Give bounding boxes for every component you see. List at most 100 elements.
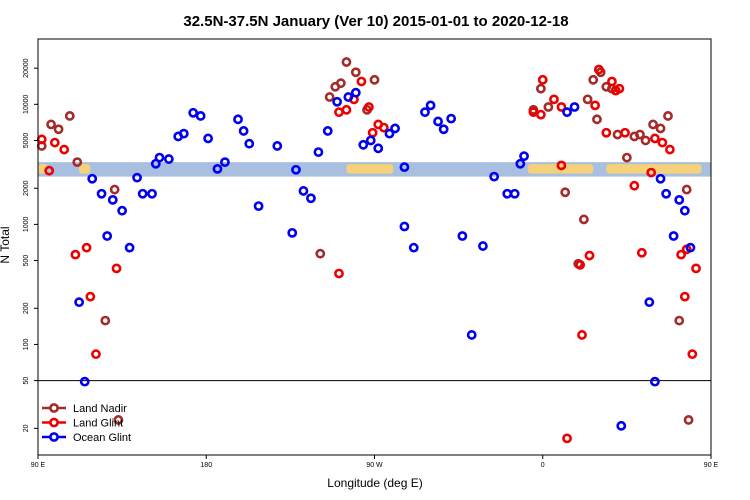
y-tick-label: 20	[23, 424, 30, 432]
ocean-glint-point	[212, 163, 223, 174]
land-glint-point	[629, 180, 640, 191]
ocean-glint-point	[313, 147, 324, 157]
ocean-glint-point	[350, 87, 361, 98]
land-glint-point	[91, 349, 101, 360]
land-glint-point	[676, 249, 686, 260]
ocean-glint-point	[679, 205, 690, 216]
land-nadir-point	[635, 129, 645, 140]
map-strip-land	[79, 164, 91, 174]
ocean-glint-point	[373, 143, 384, 154]
land-glint-point	[590, 100, 600, 111]
land-nadir-point	[113, 415, 124, 425]
legend-label-ocean-glint: Ocean Glint	[73, 432, 131, 444]
x-tick-label: 90 W	[366, 462, 383, 469]
x-tick-label: 180	[200, 462, 212, 469]
legend-label-land-nadir: Land Nadir	[73, 403, 127, 415]
ocean-glint-point	[332, 96, 343, 107]
land-nadir-point	[350, 67, 361, 78]
ocean-glint-point	[515, 158, 526, 169]
ocean-glint-point	[420, 107, 430, 118]
land-glint-point	[601, 127, 612, 138]
land-glint-point	[636, 247, 647, 258]
ocean-glint-point	[358, 139, 369, 150]
map-strip	[38, 162, 711, 177]
land-nadir-point	[621, 152, 632, 163]
ocean-glint-point	[446, 113, 457, 124]
ocean-glint-point	[188, 107, 199, 118]
ocean-glint-point	[438, 124, 449, 135]
ocean-glint-point	[489, 171, 500, 182]
ocean-glint-point	[298, 186, 309, 196]
ocean-glint-point	[137, 188, 148, 199]
land-nadir-point	[588, 74, 599, 85]
land-glint-point	[614, 83, 625, 94]
ocean-glint-point	[195, 111, 206, 121]
legend-marker-land-nadir	[49, 403, 59, 413]
ocean-glint-point	[390, 123, 400, 134]
land-glint-point	[44, 165, 55, 176]
land-glint-point	[59, 144, 70, 155]
land-glint-point	[646, 167, 657, 178]
ocean-glint-point	[107, 194, 118, 205]
land-glint-point	[593, 64, 604, 75]
land-nadir-point	[674, 315, 685, 326]
land-nadir-point	[683, 415, 694, 425]
ocean-glint-point	[203, 133, 214, 144]
ocean-glint-point	[399, 162, 410, 172]
ocean-glint-point	[519, 151, 529, 162]
ocean-glint-point	[668, 231, 679, 241]
ocean-glint-point	[272, 141, 283, 151]
y-tick-label: 100	[23, 339, 30, 351]
land-nadir-point	[315, 248, 326, 259]
ocean-glint-point	[569, 102, 580, 112]
ocean-glint-point	[644, 297, 655, 308]
ocean-glint-point	[287, 227, 298, 238]
ocean-glint-point	[87, 173, 98, 184]
land-nadir-point	[681, 184, 692, 195]
ocean-glint-point	[655, 173, 666, 184]
land-nadir-point	[72, 157, 83, 168]
ocean-glint-point	[674, 194, 685, 205]
ocean-glint-point	[343, 92, 354, 102]
y-tick-label: 20000	[23, 58, 30, 78]
ocean-glint-point	[433, 116, 443, 127]
ocean-glint-point	[244, 138, 255, 149]
land-nadir-point	[109, 184, 120, 195]
land-glint-point	[584, 250, 595, 261]
ocean-glint-point	[509, 188, 520, 199]
land-nadir-point	[663, 111, 673, 121]
ocean-glint-point	[102, 231, 113, 241]
ocean-glint-point	[220, 157, 230, 168]
ocean-glint-point	[233, 114, 243, 125]
land-nadir-point	[335, 78, 346, 89]
land-glint-point	[70, 249, 81, 260]
land-glint-point	[691, 263, 701, 274]
land-nadir-point	[46, 119, 56, 130]
land-glint-point	[577, 330, 587, 340]
x-tick-label: 90 E	[704, 462, 719, 469]
land-nadir-point	[324, 92, 335, 102]
land-glint-point	[575, 259, 586, 270]
y-axis-label: N Total	[0, 226, 12, 263]
legend: Land Nadir Land Glint Ocean Glint	[42, 403, 131, 444]
ocean-glint-point	[79, 376, 90, 387]
land-glint-point	[562, 433, 572, 444]
legend-marker-land-glint	[49, 417, 59, 428]
ocean-glint-point	[457, 231, 468, 241]
ocean-glint-point	[238, 126, 249, 136]
land-glint-point	[537, 74, 548, 85]
ocean-glint-point	[661, 188, 672, 199]
data-points	[36, 57, 701, 444]
land-nadir-point	[53, 124, 64, 135]
y-tick-label: 1000	[23, 216, 30, 232]
land-nadir-point	[582, 94, 593, 105]
ocean-glint-point	[154, 152, 165, 163]
land-glint-point	[341, 104, 352, 115]
ocean-glint-point	[466, 330, 477, 340]
land-nadir-point	[578, 214, 589, 225]
land-glint-point	[556, 102, 567, 112]
land-glint-point	[81, 242, 92, 253]
land-glint-point	[535, 109, 546, 120]
x-axis-label: Longitude (deg E)	[327, 476, 422, 490]
